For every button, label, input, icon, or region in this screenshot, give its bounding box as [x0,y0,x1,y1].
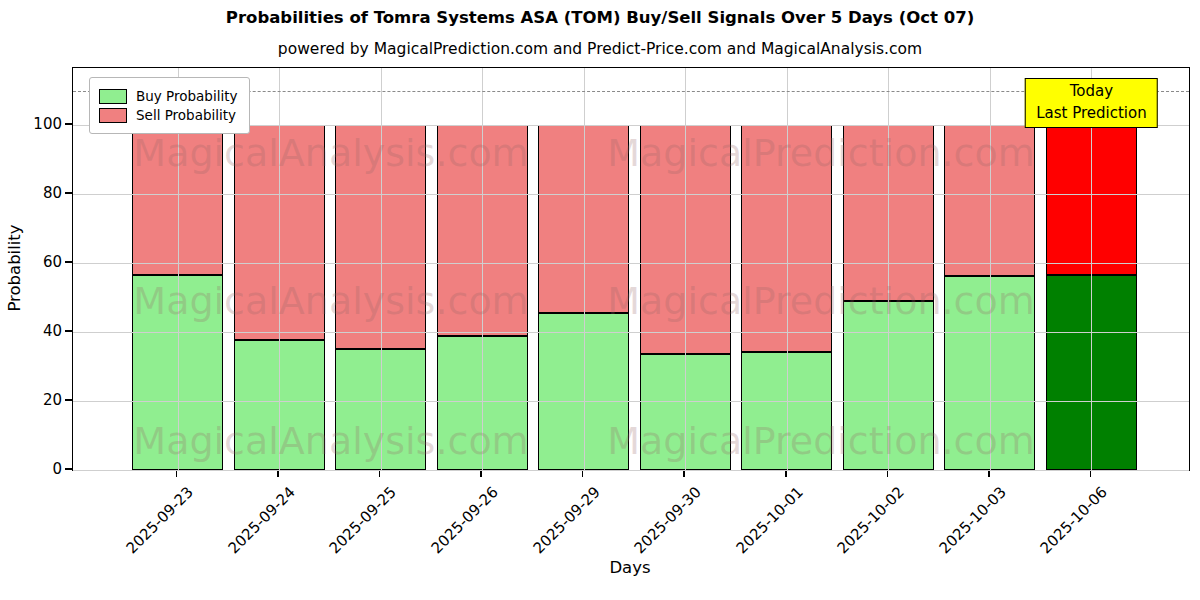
gridline-vertical [888,68,889,470]
x-tick-mark [988,470,990,477]
y-tick-label: 40 [28,322,62,340]
gridline-vertical [1091,68,1092,470]
gridline-vertical [279,68,280,470]
legend-item-sell: Sell Probability [99,107,237,123]
y-tick-mark [65,468,72,470]
legend-item-buy: Buy Probability [99,88,237,104]
gridline-vertical [381,68,382,470]
today-annotation-line1: Today [1036,81,1147,103]
gridline-horizontal [73,194,1189,195]
x-tick-mark [887,470,889,477]
x-tick-label: 2025-10-06 [1037,483,1111,557]
x-tick-label: 2025-09-24 [224,483,298,557]
chart-title: Probabilities of Tomra Systems ASA (TOM)… [0,8,1200,27]
x-tick-mark [1090,470,1092,477]
chart-figure: Probabilities of Tomra Systems ASA (TOM)… [0,0,1200,600]
gridline-vertical [482,68,483,470]
y-tick-mark [65,123,72,125]
x-tick-label: 2025-10-01 [732,483,806,557]
gridline-vertical [584,68,585,470]
x-tick-mark [379,470,381,477]
sell-swatch-icon [99,108,127,123]
chart-legend: Buy Probability Sell Probability [89,77,250,134]
y-tick-mark [65,330,72,332]
y-tick-mark [65,261,72,263]
gridline-vertical [787,68,788,470]
buy-swatch-icon [99,89,127,104]
plot-area: Buy Probability Sell Probability Today L… [72,67,1190,471]
y-tick-label: 60 [28,253,62,271]
y-tick-mark [65,399,72,401]
x-tick-mark [582,470,584,477]
y-tick-label: 100 [28,115,62,133]
x-tick-label: 2025-09-23 [123,483,197,557]
x-axis-label: Days [72,558,1188,577]
y-tick-label: 0 [28,460,62,478]
x-tick-label: 2025-09-25 [326,483,400,557]
legend-label-sell: Sell Probability [136,107,236,123]
gridline-horizontal [73,263,1189,264]
gridline-vertical [685,68,686,470]
x-tick-mark [683,470,685,477]
y-tick-mark [65,192,72,194]
x-tick-mark [785,470,787,477]
x-tick-label: 2025-09-26 [428,483,502,557]
gridline-horizontal [73,470,1189,471]
x-tick-mark [480,470,482,477]
legend-label-buy: Buy Probability [136,88,237,104]
x-tick-label: 2025-09-30 [631,483,705,557]
y-tick-label: 20 [28,391,62,409]
y-tick-label: 80 [28,184,62,202]
x-tick-label: 2025-09-29 [529,483,603,557]
x-tick-mark [176,470,178,477]
today-annotation: Today Last Prediction [1025,78,1158,128]
gridline-vertical [990,68,991,470]
chart-subtitle: powered by MagicalPrediction.com and Pre… [0,40,1200,58]
x-tick-mark [277,470,279,477]
gridline-horizontal [73,401,1189,402]
x-tick-label: 2025-10-02 [834,483,908,557]
x-tick-label: 2025-10-03 [935,483,1009,557]
gridline-horizontal [73,332,1189,333]
today-annotation-line2: Last Prediction [1036,103,1147,125]
